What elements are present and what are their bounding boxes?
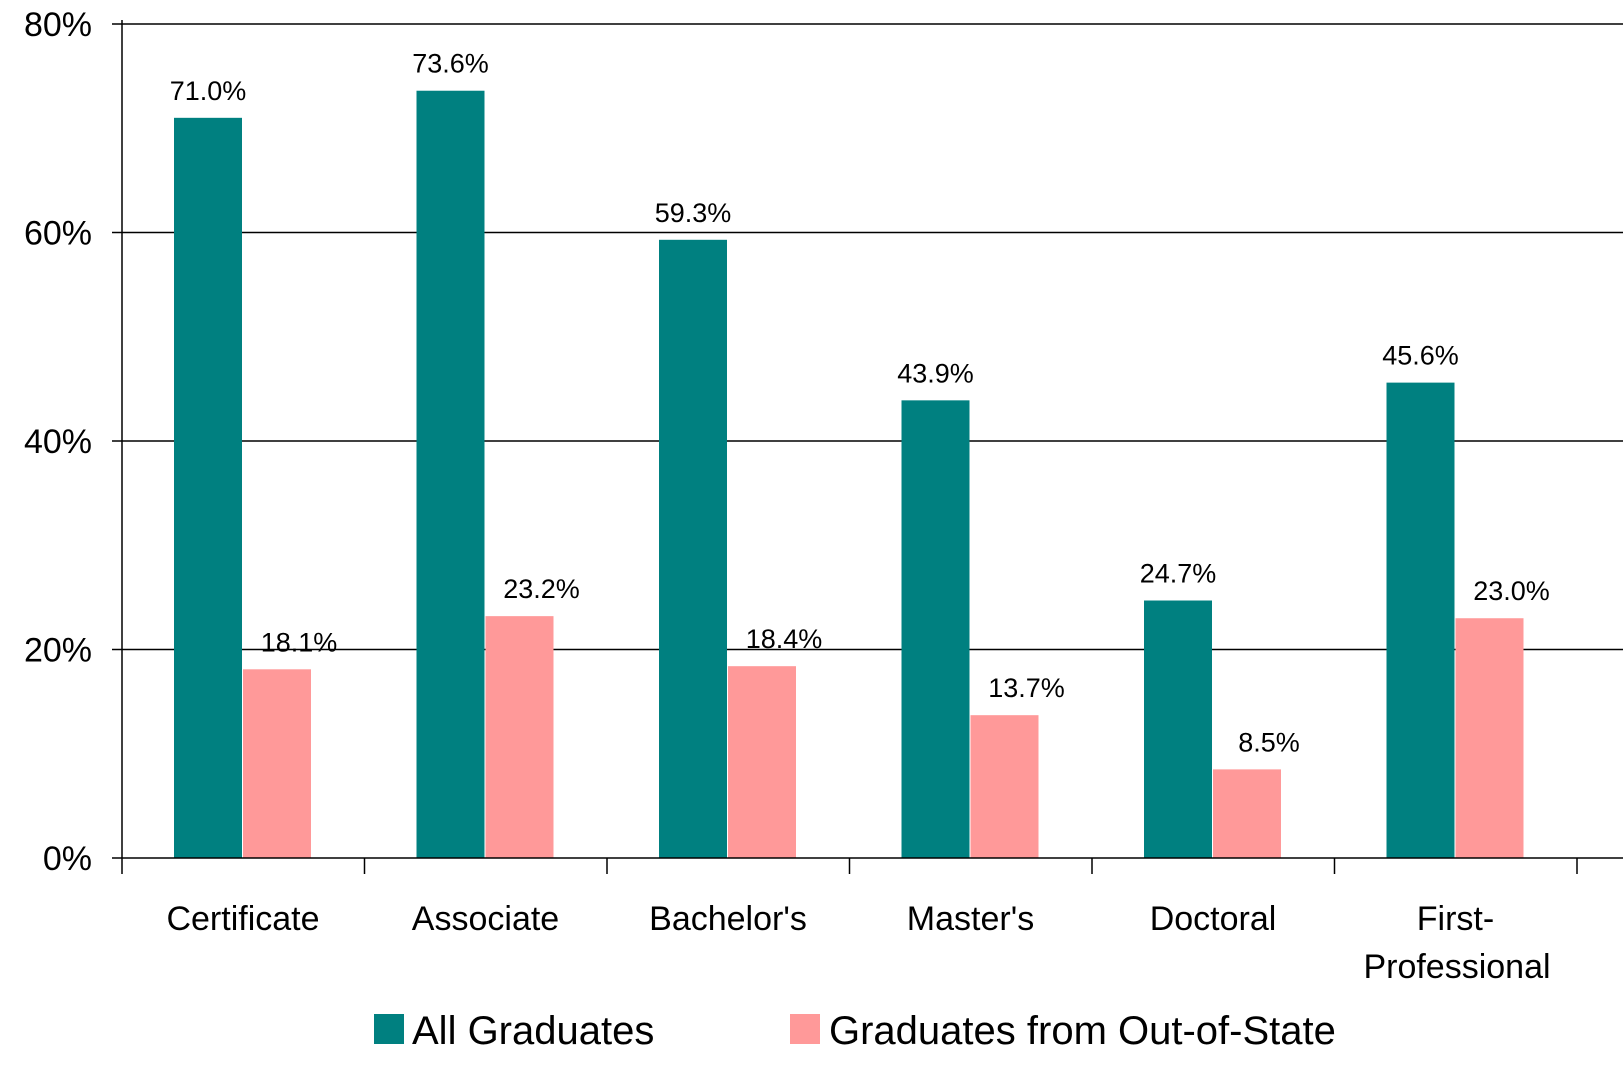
x-tick-label: First-Professional	[1363, 900, 1550, 986]
x-tick-label: Associate	[412, 900, 559, 938]
data-label: 23.2%	[503, 574, 580, 604]
bar	[1213, 769, 1281, 858]
data-label: 8.5%	[1238, 727, 1300, 757]
bar	[416, 90, 485, 859]
bar	[901, 400, 970, 858]
data-label: 13.7%	[988, 673, 1065, 703]
bar	[970, 715, 1039, 858]
bar	[243, 669, 311, 858]
y-axis-ticks: 0% 20% 40% 60% 80%	[24, 6, 122, 878]
bar	[659, 239, 727, 859]
y-tick-label: 80%	[24, 6, 92, 44]
legend-label: All Graduates	[412, 1009, 654, 1053]
data-label: 23.0%	[1473, 576, 1550, 606]
y-tick-label: 60%	[24, 215, 92, 253]
x-tick-label: Doctoral	[1150, 900, 1277, 938]
data-label: 43.9%	[897, 358, 974, 388]
legend-label: Graduates from Out-of-State	[829, 1009, 1336, 1053]
y-tick-label: 20%	[24, 632, 92, 670]
data-label: 18.1%	[261, 627, 338, 657]
gridlines	[122, 23, 1623, 651]
x-tick-label: Certificate	[166, 900, 319, 938]
data-label: 71.0%	[170, 76, 247, 106]
bar	[174, 117, 242, 858]
data-labels: 71.0% 18.1% 73.6% 23.2% 59.3% 18.4% 43.9% 13.7%…	[170, 49, 1550, 758]
bar	[1386, 382, 1455, 858]
axes	[121, 20, 1623, 874]
legend: All Graduates Graduates from Out-of-State	[374, 1009, 1336, 1053]
legend-swatch	[374, 1014, 404, 1044]
legend-swatch	[790, 1014, 820, 1044]
y-tick-label: 40%	[24, 423, 92, 461]
data-label: 59.3%	[655, 198, 732, 228]
y-tick-label: 0%	[43, 840, 92, 878]
bar	[1144, 600, 1212, 858]
bars	[174, 90, 1524, 859]
data-label: 18.4%	[746, 624, 823, 654]
x-tick-label: Bachelor's	[649, 900, 807, 938]
bar	[728, 666, 796, 858]
bar	[1455, 618, 1524, 858]
data-label: 45.6%	[1382, 341, 1459, 371]
x-axis-ticks: Certificate Associate Bachelor's Master's Do…	[166, 858, 1578, 986]
bar	[485, 616, 554, 858]
x-tick-label: Master's	[907, 900, 1034, 938]
data-label: 24.7%	[1140, 559, 1217, 589]
data-label: 73.6%	[412, 49, 489, 79]
